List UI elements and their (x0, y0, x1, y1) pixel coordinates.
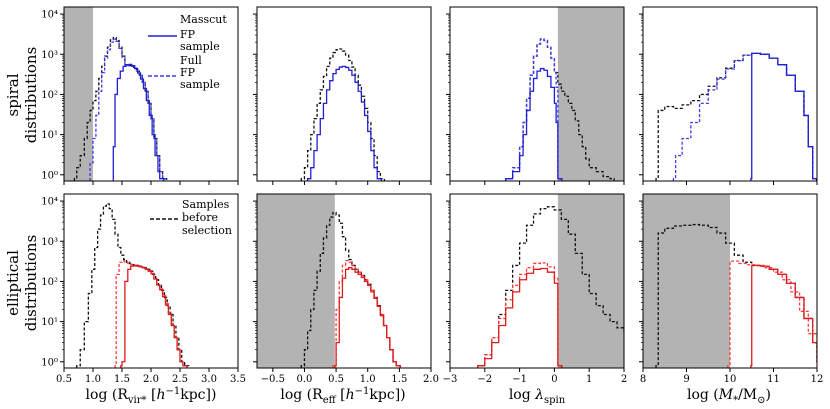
x-tick-label: 2 (621, 374, 627, 385)
excluded-region-0 (643, 194, 730, 368)
y-tick-label: 10¹ (41, 317, 58, 328)
x-tick-label: 2.0 (143, 374, 159, 385)
y-tick-label: 10⁰ (41, 170, 58, 181)
x-tick-label: 1.0 (360, 374, 376, 385)
x-tick-label: 8 (640, 374, 646, 385)
series-samples-before-selection (477, 206, 624, 368)
legend-masscut-line3: sample (180, 40, 220, 53)
x-tick-label: 3.0 (201, 374, 217, 385)
x-tick-label: −1 (512, 374, 527, 385)
series-masscut-fp-sample (477, 267, 563, 368)
panel-elliptical-rvir: 10⁰ 10¹ 10² 10³ 10⁴ 0.5 1.0 1.5 2.0 2.5 3.0 3.5 (41, 193, 246, 385)
excluded-region-0 (257, 194, 335, 368)
series-masscut-fp-sample (334, 267, 401, 368)
series-full-fp-sample (672, 52, 817, 181)
panel-spiral-reff (253, 6, 432, 185)
series-full-fp-sample (89, 38, 168, 181)
legend-full-line3: sample (180, 78, 220, 91)
x-tick-label: 1.0 (85, 374, 101, 385)
y-tick-label: 10² (41, 90, 58, 101)
x-tick-label: 0.5 (56, 374, 72, 385)
row-label-spiral-2: distributions (22, 47, 40, 144)
x-tick-label: 3.5 (230, 374, 246, 385)
series-masscut-fp-sample (120, 265, 188, 368)
x-tick-label: 12 (811, 374, 824, 385)
series-full-fp-sample (114, 260, 188, 368)
x-tick-label: −0.5 (261, 374, 285, 385)
excluded-region-0 (64, 7, 93, 181)
panel-spiral-spin (446, 6, 625, 185)
series-masscut-fp-sample (112, 63, 165, 181)
x-tick-label: 0.0 (297, 374, 313, 385)
legend-spiral: Masscut FP sample Full FP sample (148, 13, 227, 91)
excluded-region-0 (557, 194, 624, 368)
x-tick-label: 1.5 (391, 374, 407, 385)
x-tick-label: 0 (551, 374, 557, 385)
legend-before-line2: before (182, 211, 218, 224)
row-label-spiral-1: spiral (4, 73, 22, 116)
y-tick-label: 10³ (41, 237, 58, 248)
x-tick-label: 1 (586, 374, 592, 385)
y-tick-label: 10¹ (41, 130, 58, 141)
x-tick-label: 11 (767, 374, 780, 385)
x-tick-label: −3 (443, 374, 458, 385)
panel-elliptical-spin: −3 −2 −1 0 1 2 (443, 193, 627, 385)
panel-spiral-rvir: 10⁰ 10¹ 10² 10³ 10⁴ (41, 6, 239, 185)
xlabel-mass: log (M*/M⊙) (687, 387, 771, 406)
y-tick-label: 10⁴ (41, 10, 58, 21)
legend-masscut-line2: FP (180, 28, 196, 41)
series-full-fp-sample (505, 38, 563, 181)
row-label-elliptical-1: elliptical (4, 250, 22, 316)
series-masscut-fp-sample (505, 67, 563, 181)
plot-frame (256, 6, 432, 182)
series-samples-before-selection (505, 38, 615, 181)
series-full-fp-sample (477, 262, 563, 368)
panel-elliptical-mass: 8 9 10 11 12 (639, 193, 824, 385)
legend-before-line3: selection (182, 224, 232, 237)
series-samples-before-selection (300, 48, 386, 181)
x-tick-label: −2 (477, 374, 492, 385)
series-full-fp-sample (727, 260, 817, 368)
legend-elliptical: Samples before selection (150, 198, 232, 237)
x-tick-label: 10 (724, 374, 737, 385)
series-samples-before-selection (76, 203, 190, 368)
row-label-elliptical-2: distributions (22, 235, 40, 332)
legend-masscut-line1: Masscut (180, 13, 227, 26)
series-samples-before-selection (655, 52, 817, 181)
series-masscut-fp-sample (750, 264, 817, 368)
x-tick-label: 1.5 (114, 374, 130, 385)
y-tick-label: 10³ (41, 50, 58, 61)
series-samples-before-selection (73, 36, 168, 181)
panel-spiral-mass (639, 6, 818, 185)
xlabel-spin: log λspin (509, 387, 566, 406)
y-tick-label: 10⁴ (41, 197, 58, 208)
series-full-fp-sample (332, 259, 401, 368)
x-tick-label: 0.5 (328, 374, 344, 385)
series-masscut-fp-sample (306, 65, 382, 181)
y-tick-label: 10² (41, 277, 58, 288)
xlabel-reff: log (Reff [h−1kpc]) (280, 386, 405, 406)
legend-before-line1: Samples (182, 198, 230, 211)
xlabel-rvir: log (Rvir* [h−1kpc]) (86, 386, 217, 406)
plot-frame (642, 6, 818, 182)
series-masscut-fp-sample (750, 52, 817, 181)
panel-elliptical-reff: −0.5 0.0 0.5 1.0 1.5 2.0 (253, 193, 439, 385)
excluded-region-0 (557, 7, 624, 181)
x-tick-label: 2.0 (423, 374, 439, 385)
x-tick-label: 2.5 (172, 374, 188, 385)
x-tick-label: 9 (683, 374, 689, 385)
legend-full-line1: Full (180, 54, 202, 67)
legend-full-line2: FP (180, 66, 196, 79)
y-tick-label: 10⁰ (41, 357, 58, 368)
